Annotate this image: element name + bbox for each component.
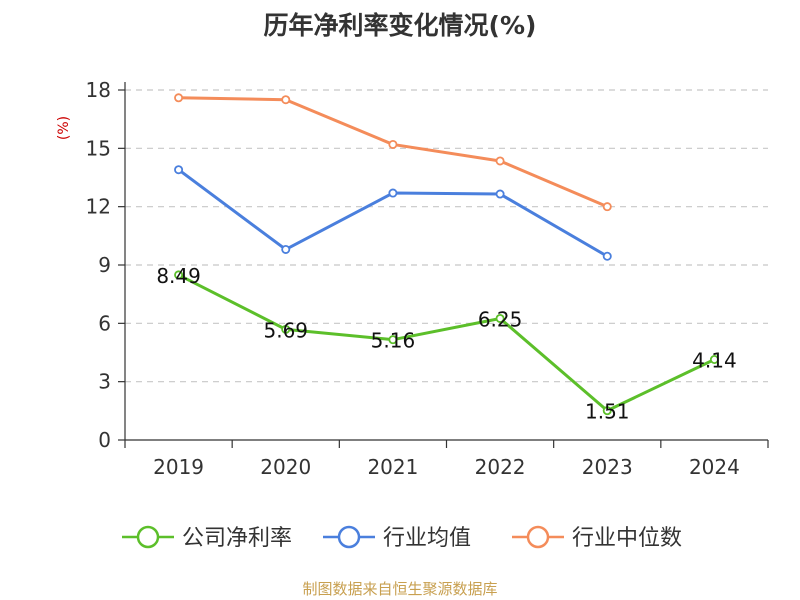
y-tick-label: 0 [98, 428, 111, 452]
data-point [602, 406, 612, 416]
data-point [602, 251, 612, 261]
y-tick-label: 15 [86, 136, 111, 160]
y-tick-label: 3 [98, 370, 111, 394]
x-tick-label: 2020 [260, 455, 311, 479]
y-tick-label: 12 [86, 195, 111, 219]
data-point [281, 244, 291, 254]
data-label: 1.51 [585, 400, 630, 424]
x-tick-label: 2024 [689, 455, 740, 479]
data-point [174, 270, 184, 280]
x-tick-label: 2021 [367, 455, 418, 479]
series-line-1 [177, 168, 609, 258]
data-point [281, 95, 291, 105]
data-label: 8.49 [156, 264, 201, 288]
y-axis-label: (%) [56, 116, 72, 140]
x-tick-label: 2023 [582, 455, 633, 479]
x-tick-label: 2019 [153, 455, 204, 479]
y-tick-label: 6 [98, 311, 111, 335]
legend-label: 行业中位数 [572, 526, 682, 551]
chart-title: 历年净利率变化情况(%) [263, 11, 537, 40]
data-point [174, 165, 184, 175]
legend-marker [526, 525, 550, 549]
source-note: 制图数据来自恒生聚源数据库 [302, 580, 498, 598]
data-label: 4.14 [692, 349, 737, 373]
data-label: 5.69 [263, 318, 308, 342]
x-tick-label: 2022 [475, 455, 526, 479]
legend-marker [136, 525, 160, 549]
data-point [709, 354, 719, 364]
data-point [495, 313, 505, 323]
data-label: 5.16 [371, 329, 416, 353]
data-point [495, 189, 505, 199]
y-tick-label: 18 [86, 78, 111, 102]
data-point [388, 335, 398, 345]
series-line-0 [177, 273, 716, 413]
data-point [281, 324, 291, 334]
legend-label: 行业均值 [383, 526, 471, 551]
data-point [495, 156, 505, 166]
data-point [174, 93, 184, 103]
data-point [388, 139, 398, 149]
legend-marker [337, 525, 361, 549]
data-point [388, 188, 398, 198]
legend-label: 公司净利率 [182, 526, 292, 551]
data-point [602, 202, 612, 212]
data-label: 6.25 [478, 307, 523, 331]
y-tick-label: 9 [98, 253, 111, 277]
